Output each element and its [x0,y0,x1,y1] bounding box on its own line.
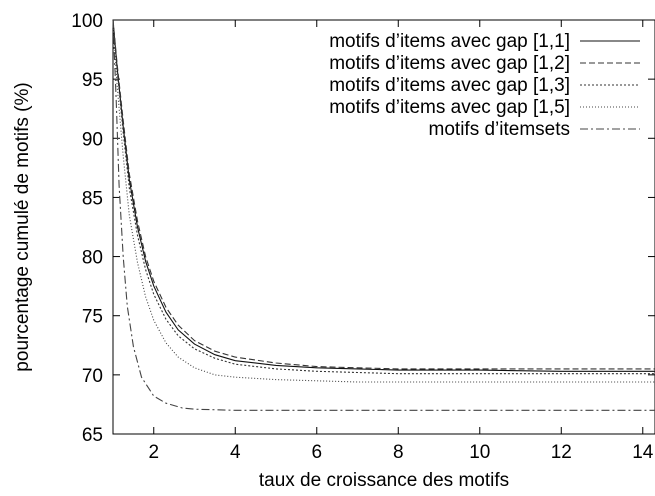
legend-label-4: motifs d’items avec gap [1,5] [329,97,570,118]
series-line-3 [112,19,655,375]
y-tick-label: 80 [82,248,103,269]
x-tick-label: 10 [469,442,490,463]
y-tick-label: 70 [82,366,103,387]
x-tick-label: 8 [393,442,404,463]
legend: motifs d’items avec gap [1,1]motifs d’it… [329,31,640,140]
y-axis-label: pourcentage cumulé de motifs (%) [12,82,33,371]
y-tick-label: 90 [82,129,103,150]
series-line-2 [112,19,655,370]
legend-label-2: motifs d’items avec gap [1,2] [329,53,570,74]
series-layer [112,19,655,411]
x-axis-label: taux de croissance des motifs [259,470,509,491]
x-tick-label: 2 [148,442,159,463]
plot-frame [112,19,655,435]
x-tick-label: 14 [632,442,654,463]
x-tick-label: 6 [311,442,322,463]
y-tick-label: 85 [82,188,103,209]
y-tick-label: 95 [82,70,103,91]
axis-ticks: 2 4 6 8 10 12 14 65 70 75 80 85 90 95 100 [71,11,655,463]
y-tick-label: 100 [71,11,103,32]
legend-label-5: motifs d’itemsets [429,119,570,140]
y-tick-label: 75 [82,307,103,328]
series-line-4 [112,19,655,383]
series-line-1 [112,19,655,372]
x-tick-label: 4 [230,442,241,463]
x-tick-label: 12 [551,442,572,463]
series-line-5 [112,19,655,411]
y-tick-label: 65 [82,425,103,446]
legend-label-3: motifs d’items avec gap [1,3] [329,75,570,96]
legend-label-1: motifs d’items avec gap [1,1] [329,31,570,52]
